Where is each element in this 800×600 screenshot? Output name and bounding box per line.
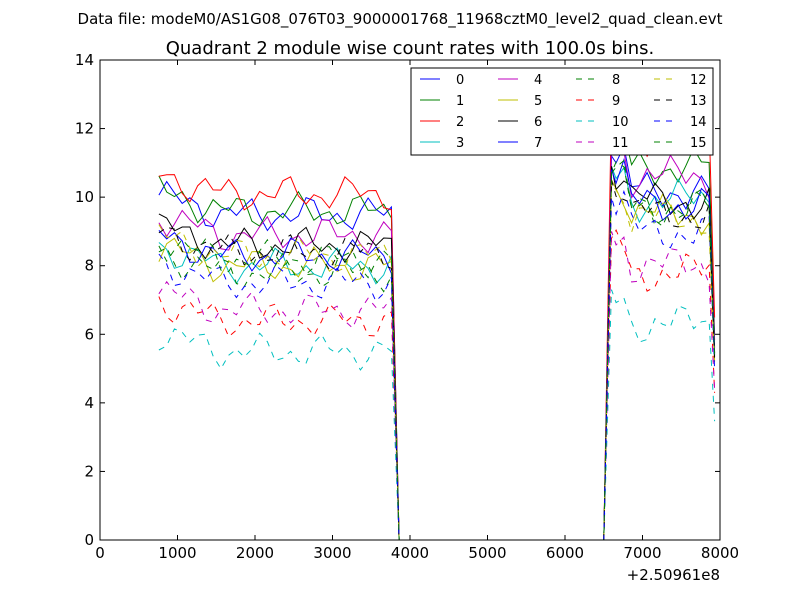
series-line-9 [158, 228, 716, 540]
legend-label-11: 11 [612, 136, 629, 151]
series-line-14 [158, 189, 716, 540]
series-line-0 [158, 144, 716, 540]
series-line-10 [158, 289, 716, 540]
x-tick-label: 2000 [236, 544, 274, 562]
series-line-1 [158, 118, 716, 540]
legend-label-14: 14 [690, 115, 707, 130]
legend-label-4: 4 [534, 73, 542, 88]
y-tick-label: 4 [84, 394, 94, 412]
y-tick-label: 2 [84, 462, 94, 480]
x-tick-label: 6000 [546, 544, 584, 562]
series-line-15 [158, 159, 716, 540]
chart-title: Quadrant 2 module wise count rates with … [166, 38, 655, 59]
legend-box [410, 67, 714, 156]
legend-label-2: 2 [456, 115, 464, 130]
x-tick-label: 5000 [468, 544, 506, 562]
legend-label-1: 1 [456, 94, 464, 109]
legend-label-9: 9 [612, 94, 620, 109]
legend-label-15: 15 [690, 136, 707, 151]
legend-label-6: 6 [534, 115, 542, 130]
y-tick-label: 14 [75, 51, 94, 69]
x-tick-label: 1000 [158, 544, 196, 562]
x-tick-label: 4000 [391, 544, 429, 562]
series-line-6 [158, 166, 716, 540]
y-tick-label: 0 [84, 531, 94, 549]
y-tick-label: 8 [84, 257, 94, 275]
series-line-11 [158, 231, 716, 540]
x-offset-label: +2.50961e8 [627, 566, 720, 584]
legend-label-13: 13 [690, 94, 707, 109]
y-tick-label: 6 [84, 325, 94, 343]
legend-label-5: 5 [534, 94, 542, 109]
x-tick-label: 7000 [623, 544, 661, 562]
legend-label-12: 12 [690, 73, 707, 88]
series-lines [158, 99, 716, 540]
legend-label-8: 8 [612, 73, 620, 88]
legend-label-7: 7 [534, 136, 542, 151]
axis-ticks: 0 1000 2000 3000 4000 5000 6000 7000 80000246810… [75, 51, 739, 562]
y-tick-label: 12 [75, 120, 94, 138]
series-line-7 [158, 157, 716, 540]
legend-label-3: 3 [456, 136, 464, 151]
y-tick-label: 10 [75, 188, 94, 206]
plot-frame [99, 59, 721, 541]
series-line-8 [158, 161, 716, 540]
series-line-5 [158, 179, 716, 540]
x-tick-label: 0 [95, 544, 105, 562]
series-line-13 [158, 179, 716, 540]
chart-suptitle: Data file: modeM0/AS1G08_076T03_90000017… [78, 10, 723, 29]
series-line-4 [158, 140, 716, 540]
legend-label-10: 10 [612, 115, 629, 130]
x-tick-label: 3000 [313, 544, 351, 562]
x-tick-label: 8000 [701, 544, 739, 562]
legend-label-0: 0 [456, 73, 464, 88]
